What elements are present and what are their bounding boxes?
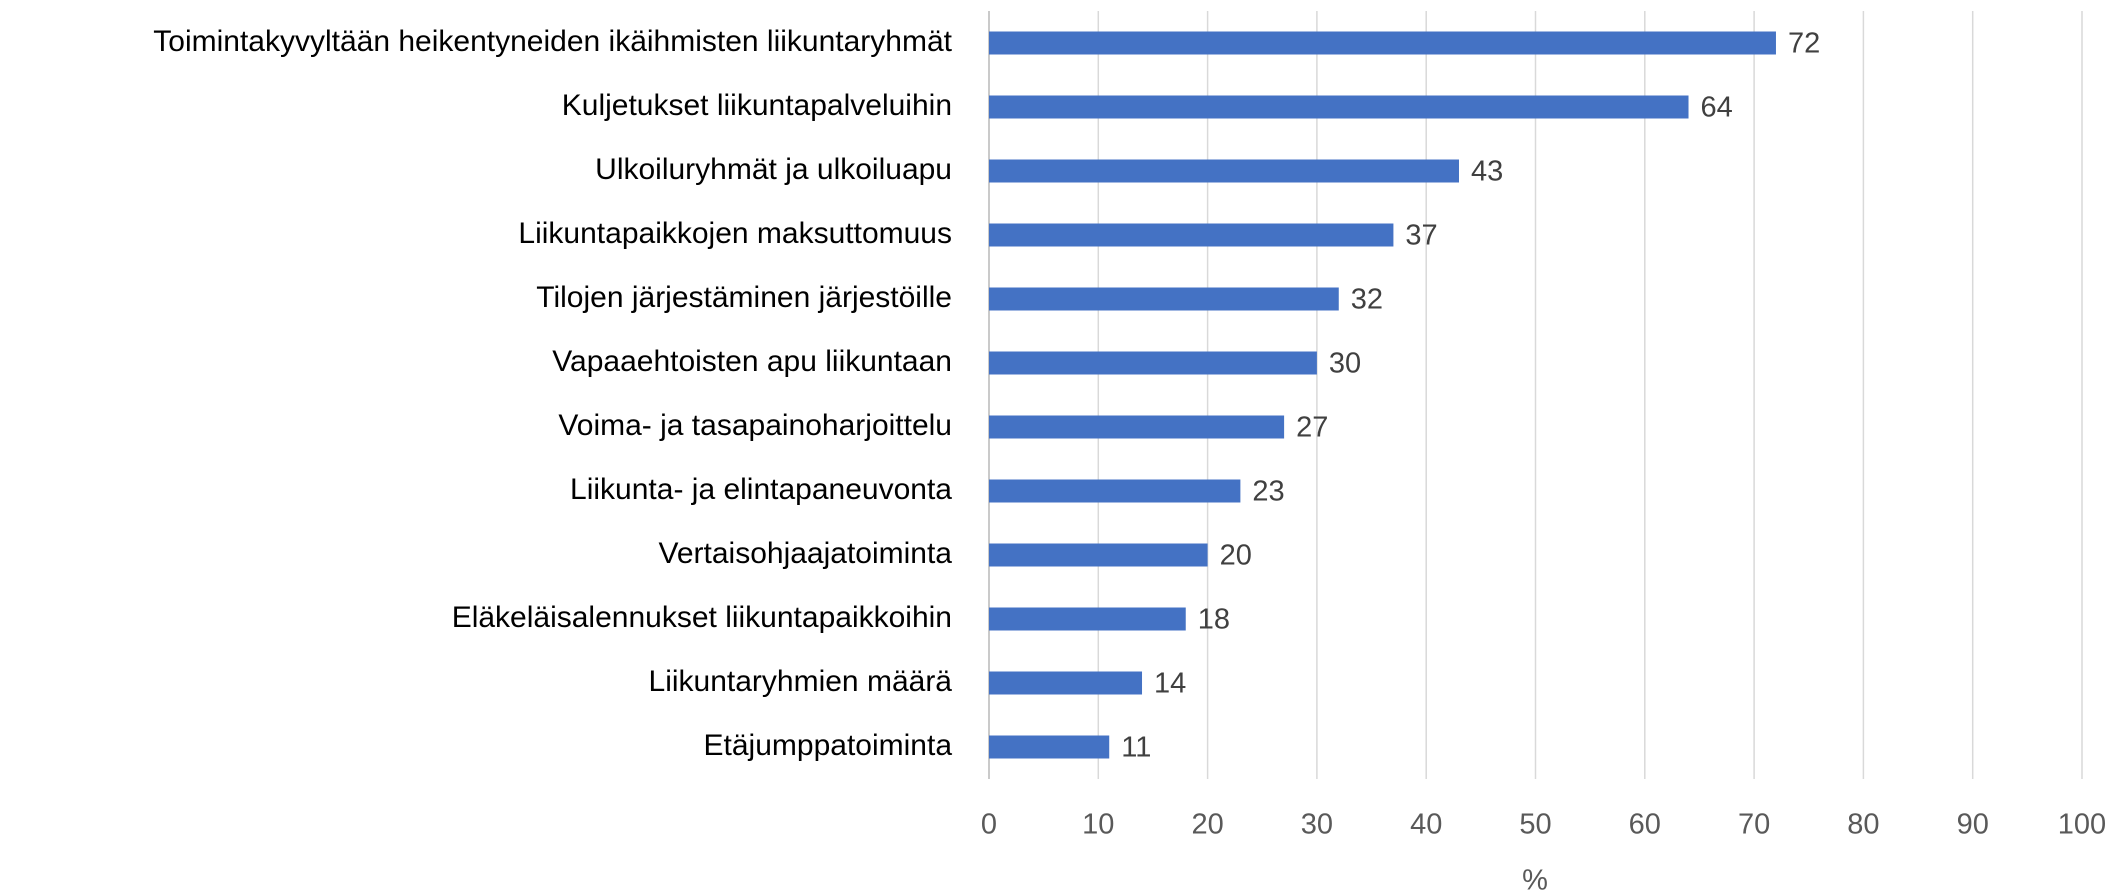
bar xyxy=(989,479,1241,503)
y-tick-label: Etäjumppatoiminta xyxy=(704,729,953,762)
y-tick-label: Toimintakyvyltään heikentyneiden ikäihmi… xyxy=(153,25,952,58)
bar xyxy=(989,95,1689,119)
data-label: 64 xyxy=(1701,92,1733,124)
y-tick-label: Voima- ja tasapainoharjoittelu xyxy=(558,409,952,442)
x-tick-label: 60 xyxy=(1629,809,1661,841)
data-label: 18 xyxy=(1198,604,1230,636)
data-label: 11 xyxy=(1121,732,1151,764)
bar xyxy=(989,671,1143,695)
y-tick-label: Ulkoiluryhmät ja ulkoiluapu xyxy=(595,153,952,186)
bar xyxy=(989,607,1186,631)
y-tick-label: Tilojen järjestäminen järjestöille xyxy=(536,281,952,314)
data-label: 72 xyxy=(1788,28,1820,60)
y-tick-label: Liikuntapaikkojen maksuttomuus xyxy=(518,217,952,250)
x-tick-label: 80 xyxy=(1847,809,1879,841)
x-axis-label: % xyxy=(1522,865,1548,892)
data-label: 30 xyxy=(1329,348,1361,380)
x-tick-label: 10 xyxy=(1082,809,1114,841)
x-tick-label: 0 xyxy=(981,809,997,841)
data-label: 20 xyxy=(1220,540,1252,572)
x-tick-label: 30 xyxy=(1301,809,1333,841)
x-tick-label: 20 xyxy=(1191,809,1223,841)
x-tick-label: 40 xyxy=(1410,809,1442,841)
bar xyxy=(989,351,1317,375)
y-tick-label: Vertaisohjaajatoiminta xyxy=(658,537,952,570)
bar xyxy=(989,159,1459,183)
y-tick-label: Eläkeläisalennukset liikuntapaikkoihin xyxy=(452,601,952,634)
data-label: 37 xyxy=(1405,220,1437,252)
bar xyxy=(989,287,1339,311)
bar xyxy=(989,415,1285,439)
y-tick-label: Liikunta- ja elintapaneuvonta xyxy=(570,473,952,506)
x-tick-label: 100 xyxy=(2058,809,2106,841)
bar xyxy=(989,31,1776,55)
data-label: 43 xyxy=(1471,156,1503,188)
bar xyxy=(989,543,1208,567)
data-label: 27 xyxy=(1296,412,1328,444)
y-tick-label: Kuljetukset liikuntapalveluihin xyxy=(562,89,952,122)
bar xyxy=(989,223,1394,247)
x-tick-label: 50 xyxy=(1519,809,1551,841)
x-tick-label: 90 xyxy=(1957,809,1989,841)
data-label: 14 xyxy=(1154,668,1186,700)
y-tick-label: Liikuntaryhmien määrä xyxy=(649,665,953,698)
x-tick-label: 70 xyxy=(1738,809,1770,841)
bar xyxy=(989,735,1110,759)
y-tick-label: Vapaaehtoisten apu liikuntaan xyxy=(552,345,952,378)
data-label: 23 xyxy=(1252,476,1284,508)
data-label: 32 xyxy=(1351,284,1383,316)
